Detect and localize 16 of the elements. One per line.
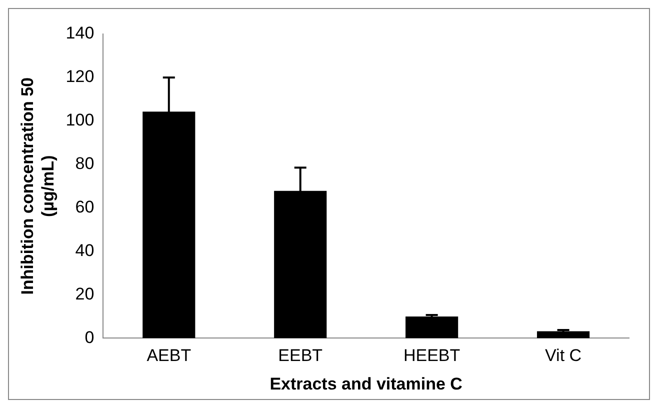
x-tick-label: HEEBT bbox=[403, 346, 460, 366]
y-tick-label: 20 bbox=[75, 284, 94, 304]
y-tick-label: 60 bbox=[75, 198, 94, 217]
x-axis-title: Extracts and vitamine C bbox=[270, 374, 462, 394]
x-tick-label: EEBT bbox=[278, 346, 323, 366]
y-tick-label: 0 bbox=[84, 328, 94, 347]
bar bbox=[406, 316, 458, 338]
x-tick-label: Vit C bbox=[544, 346, 582, 366]
y-tick-label: 80 bbox=[75, 154, 94, 174]
y-tick-label: 120 bbox=[66, 67, 94, 86]
y-tick-label: 40 bbox=[75, 240, 94, 260]
bar bbox=[536, 331, 590, 338]
y-tick-label: 140 bbox=[66, 24, 94, 43]
y-tick-label: 100 bbox=[66, 110, 94, 130]
x-tick-label: AEBT bbox=[146, 346, 192, 366]
y-axis-title: Inhibition concentration 50 (µg/mL) bbox=[18, 77, 58, 295]
